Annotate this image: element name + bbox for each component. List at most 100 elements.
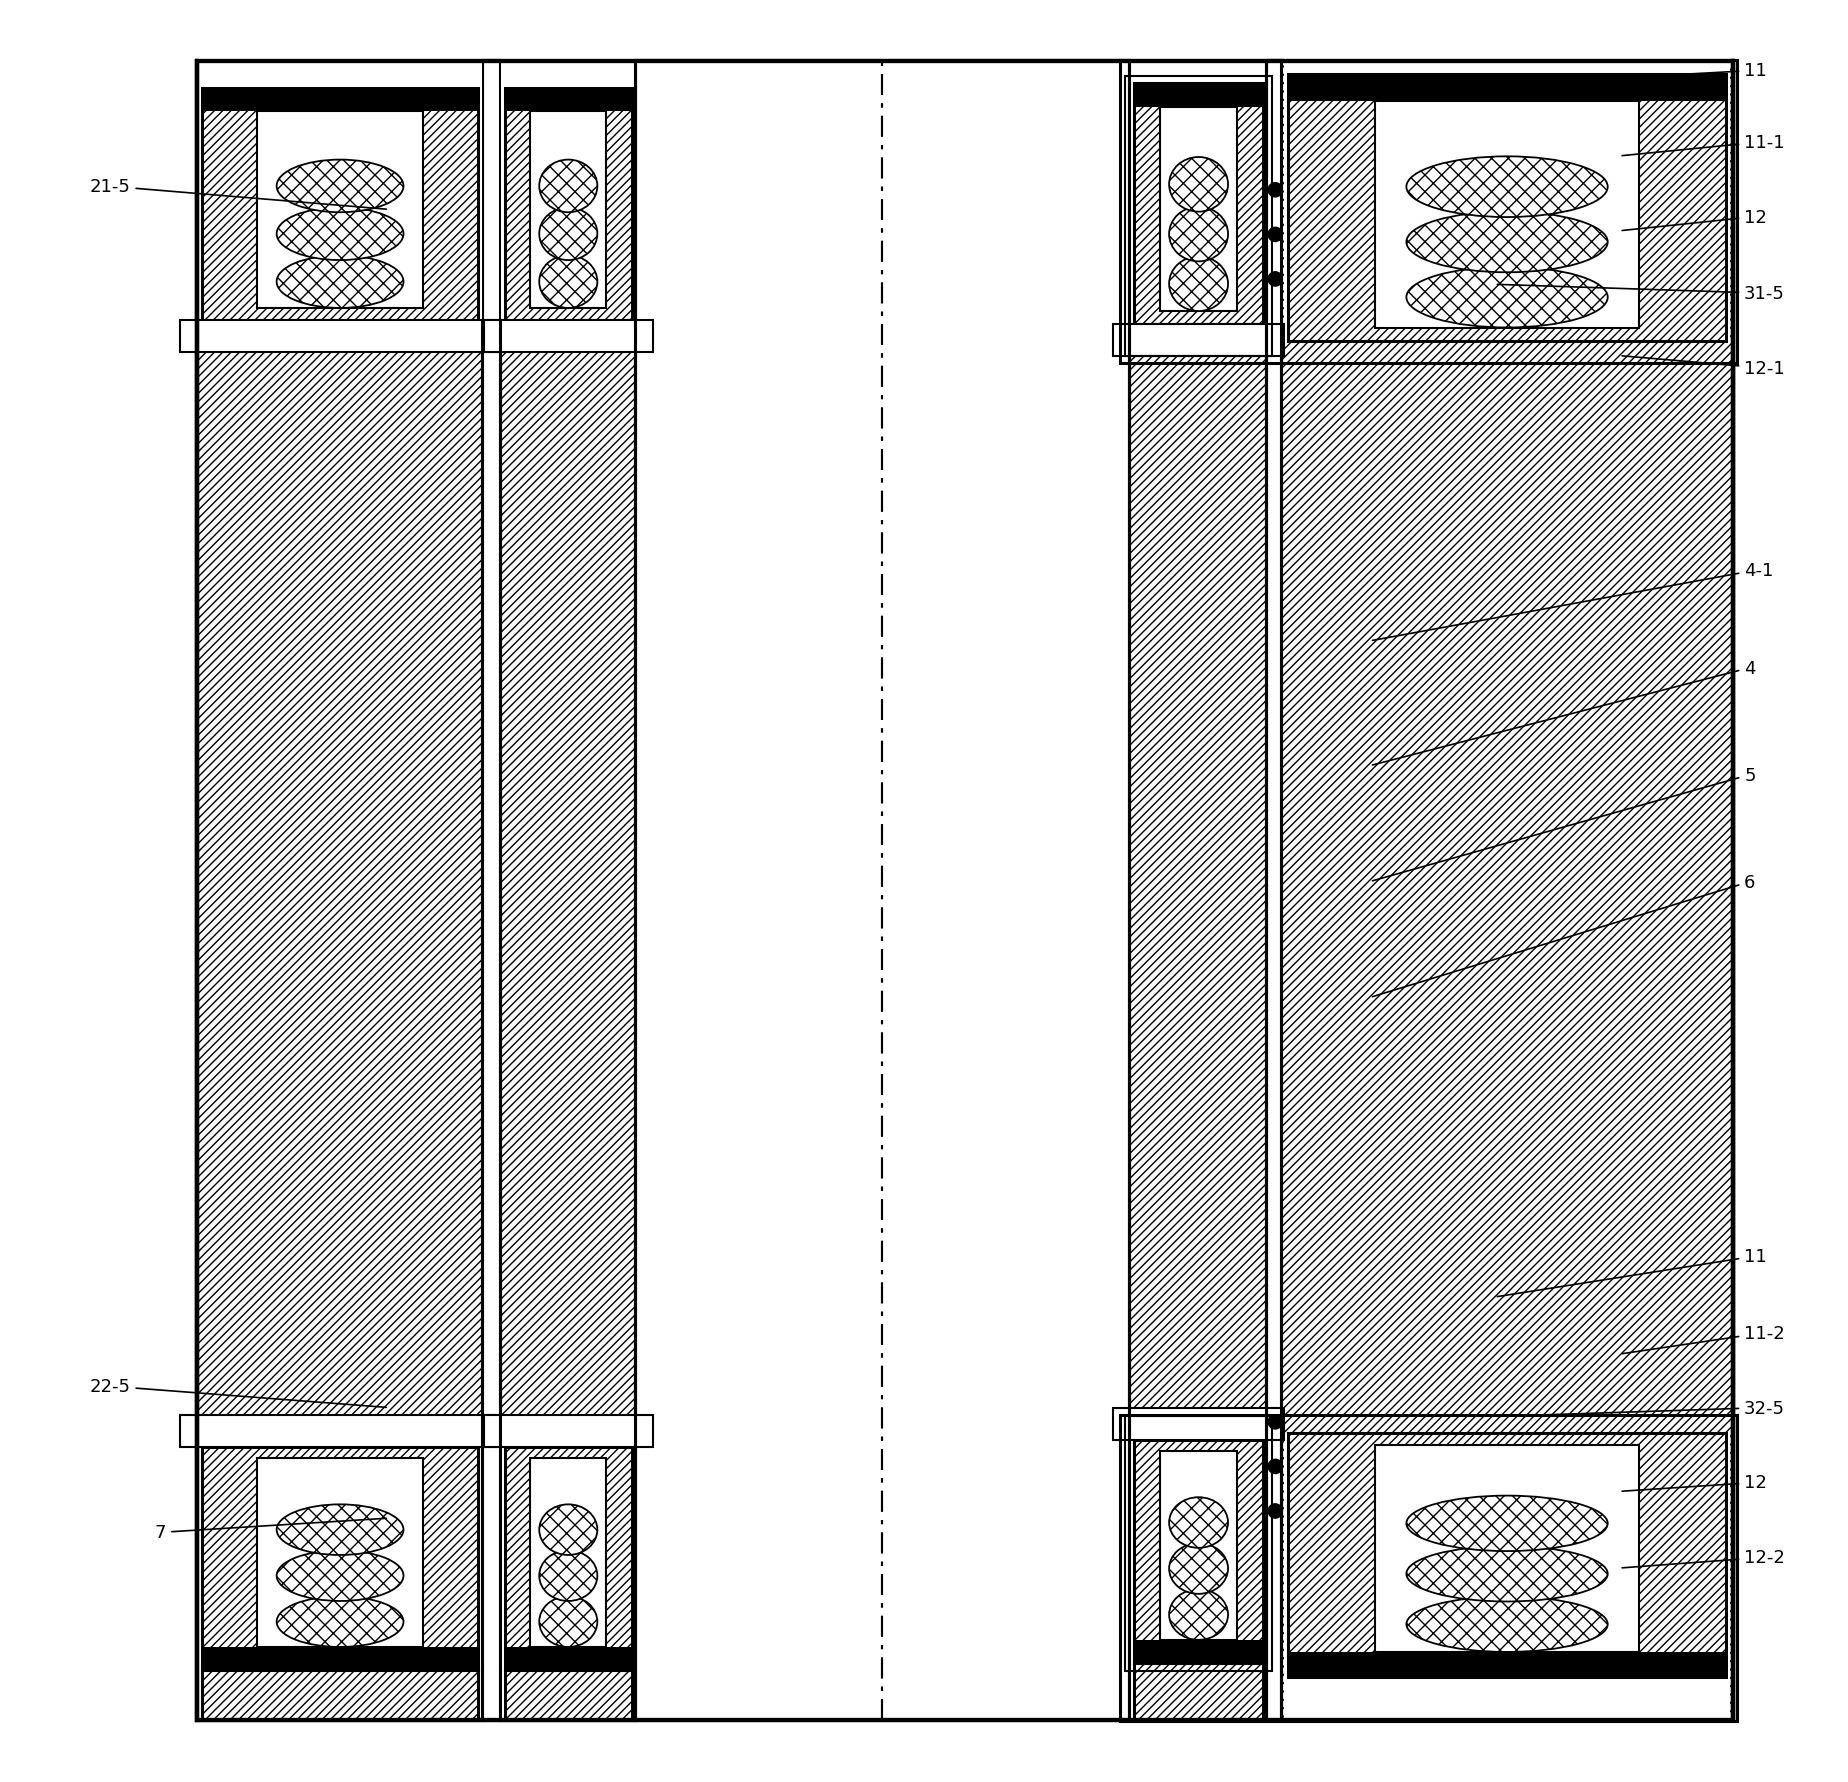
Bar — [201, 1447, 479, 1670]
Bar — [1135, 1663, 1262, 1720]
Bar — [1281, 62, 1733, 1720]
Bar — [196, 62, 1733, 1720]
Bar — [181, 321, 499, 353]
Bar — [1120, 1415, 1737, 1721]
Ellipse shape — [1406, 267, 1608, 328]
Text: 22-5: 22-5 — [89, 1377, 386, 1408]
Text: 11-2: 11-2 — [1623, 1324, 1785, 1354]
Bar — [505, 89, 632, 321]
Bar — [1284, 1433, 1730, 1720]
Text: 12-2: 12-2 — [1623, 1549, 1785, 1568]
Ellipse shape — [1170, 207, 1229, 262]
Bar — [1112, 1408, 1284, 1440]
Text: 12: 12 — [1623, 208, 1767, 232]
Bar — [1131, 1440, 1266, 1720]
Bar — [196, 62, 482, 1720]
Text: 31-5: 31-5 — [1497, 285, 1785, 303]
Ellipse shape — [277, 1550, 403, 1600]
Text: 11-1: 11-1 — [1623, 134, 1785, 157]
Text: 11: 11 — [1497, 1247, 1767, 1297]
Text: 6: 6 — [1373, 873, 1756, 998]
Ellipse shape — [540, 208, 597, 260]
Bar — [196, 62, 1733, 1720]
Bar — [1288, 75, 1726, 342]
Ellipse shape — [1170, 1543, 1229, 1593]
Ellipse shape — [277, 257, 403, 308]
Bar — [530, 112, 606, 310]
Text: 32-5: 32-5 — [1497, 1399, 1785, 1417]
Ellipse shape — [1406, 1495, 1608, 1550]
Circle shape — [1268, 1459, 1283, 1474]
Circle shape — [1268, 184, 1283, 198]
Bar — [201, 1670, 479, 1720]
Bar — [201, 1647, 479, 1670]
Bar — [1131, 0, 1266, 324]
Bar — [1288, 1433, 1726, 1677]
Ellipse shape — [1170, 257, 1229, 312]
Bar — [501, 0, 636, 321]
Text: 12: 12 — [1623, 1474, 1767, 1492]
Bar — [1120, 61, 1737, 364]
Text: 21-5: 21-5 — [91, 178, 386, 210]
Bar — [198, 0, 482, 321]
Ellipse shape — [540, 257, 597, 308]
Bar — [1266, 62, 1281, 1720]
Bar — [257, 1458, 423, 1647]
Bar — [505, 89, 632, 112]
Bar — [1112, 324, 1284, 356]
Bar — [201, 89, 479, 112]
Text: 4-1: 4-1 — [1373, 561, 1774, 642]
Bar — [484, 321, 652, 353]
Bar — [1284, 0, 1730, 342]
Bar — [636, 62, 1129, 1720]
Ellipse shape — [277, 1597, 403, 1647]
Text: 11: 11 — [1497, 62, 1767, 86]
Circle shape — [1268, 228, 1283, 242]
Bar — [499, 62, 636, 1720]
Ellipse shape — [540, 1597, 597, 1647]
Ellipse shape — [1406, 157, 1608, 217]
Bar — [1288, 75, 1726, 102]
Bar — [257, 112, 423, 310]
Bar — [1375, 1445, 1639, 1652]
Ellipse shape — [1170, 1497, 1229, 1549]
Bar — [196, 62, 1733, 1720]
Bar — [198, 1447, 482, 1720]
Ellipse shape — [1406, 212, 1608, 273]
Bar — [1288, 1652, 1726, 1677]
Bar — [1135, 84, 1262, 107]
Bar — [1125, 77, 1271, 356]
Bar — [1135, 1639, 1262, 1663]
Bar — [1161, 1451, 1236, 1639]
Bar — [1135, 84, 1262, 324]
Ellipse shape — [540, 1504, 597, 1556]
Text: 5: 5 — [1373, 766, 1756, 882]
Bar — [201, 89, 479, 321]
Ellipse shape — [1170, 1590, 1229, 1639]
Bar — [1129, 62, 1266, 1720]
Bar — [505, 1670, 632, 1720]
Ellipse shape — [540, 1550, 597, 1600]
Bar — [501, 1447, 636, 1720]
Ellipse shape — [1406, 1597, 1608, 1652]
Bar — [530, 1458, 606, 1647]
Text: 12-1: 12-1 — [1623, 356, 1785, 378]
Circle shape — [1268, 1415, 1283, 1429]
Bar — [505, 1447, 632, 1670]
Ellipse shape — [1406, 1547, 1608, 1602]
Bar — [482, 62, 499, 1720]
Bar — [1125, 1417, 1271, 1672]
Ellipse shape — [1170, 159, 1229, 212]
Ellipse shape — [277, 1504, 403, 1556]
Bar — [181, 1415, 499, 1447]
Ellipse shape — [540, 160, 597, 214]
Bar — [1161, 107, 1236, 312]
Bar — [484, 1415, 652, 1447]
Ellipse shape — [277, 208, 403, 260]
Bar — [505, 1647, 632, 1670]
Bar — [1135, 1440, 1262, 1663]
Text: 7: 7 — [155, 1518, 386, 1541]
Circle shape — [1268, 273, 1283, 287]
Text: 4: 4 — [1373, 659, 1756, 766]
Circle shape — [1268, 1504, 1283, 1518]
